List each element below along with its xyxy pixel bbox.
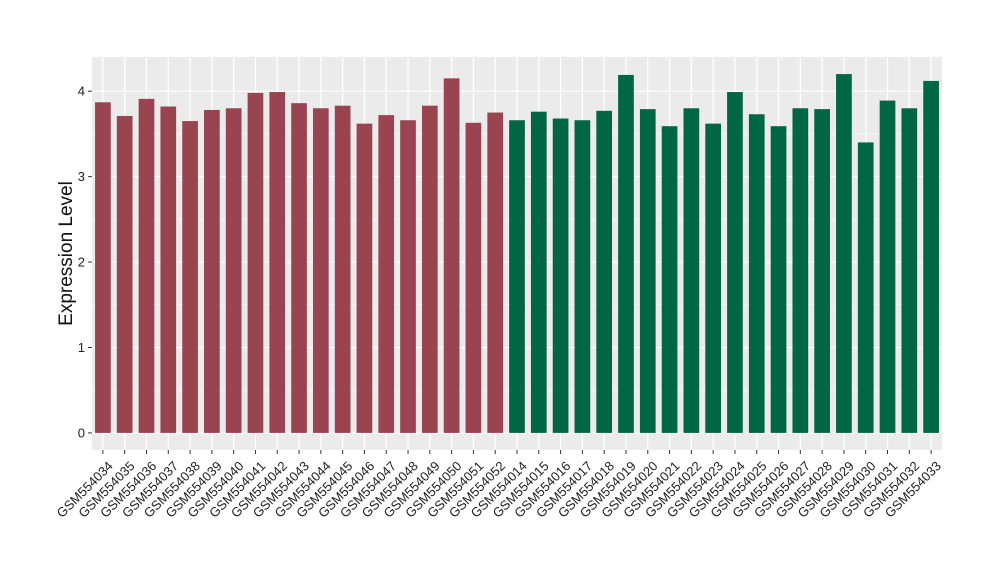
bar-GSM554035 <box>116 115 133 433</box>
bar-GSM554052 <box>487 112 504 433</box>
bar-GSM554043 <box>291 103 307 433</box>
bar-GSM554038 <box>182 121 198 433</box>
bar-GSM554024 <box>727 92 743 433</box>
bar-GSM554019 <box>618 74 634 433</box>
y-tick-label: 3 <box>78 169 85 184</box>
bar-GSM554020 <box>639 109 656 433</box>
bar-GSM554048 <box>400 120 416 433</box>
bar-GSM554021 <box>661 126 678 433</box>
bar-GSM554047 <box>378 115 395 433</box>
bar-GSM554030 <box>857 142 874 433</box>
y-tick-label: 2 <box>78 255 85 270</box>
bar-GSM554037 <box>160 106 177 433</box>
bar-GSM554027 <box>792 108 809 433</box>
y-axis-label: Expression Level <box>56 181 77 326</box>
bars <box>95 74 939 433</box>
bar-GSM554045 <box>334 105 351 433</box>
bar-GSM554016 <box>552 118 569 433</box>
bar-GSM554029 <box>836 74 852 433</box>
bar-GSM554026 <box>770 126 787 433</box>
bar-GSM554014 <box>509 120 525 433</box>
bar-GSM554041 <box>247 92 264 433</box>
bar-GSM554032 <box>901 108 918 433</box>
bar-GSM554044 <box>313 108 329 433</box>
bar-GSM554025 <box>748 114 765 433</box>
y-tick-label: 4 <box>78 84 85 99</box>
bar-GSM554036 <box>138 98 155 433</box>
bar-GSM554022 <box>683 108 700 433</box>
bar-GSM554042 <box>269 92 286 433</box>
bar-GSM554023 <box>705 123 721 433</box>
bar-GSM554031 <box>879 100 896 433</box>
bar-GSM554033 <box>923 80 939 433</box>
y-tick-label: 1 <box>78 340 85 355</box>
bar-GSM554046 <box>356 123 373 433</box>
bar-GSM554040 <box>225 108 242 433</box>
y-tick-label: 0 <box>78 425 85 440</box>
bar-GSM554028 <box>814 109 830 433</box>
bar-GSM554017 <box>574 120 591 433</box>
bar-GSM554034 <box>95 102 111 433</box>
x-axis: GSM554034GSM554035GSM554036GSM554037GSM5… <box>54 450 944 521</box>
bar-GSM554049 <box>421 105 438 433</box>
bar-GSM554018 <box>596 110 613 433</box>
bar-GSM554015 <box>530 111 547 433</box>
bar-GSM554039 <box>204 109 220 433</box>
y-axis: 0 1 2 3 4 <box>78 84 92 440</box>
bar-GSM554050 <box>443 78 460 433</box>
bar-GSM554051 <box>465 122 482 433</box>
